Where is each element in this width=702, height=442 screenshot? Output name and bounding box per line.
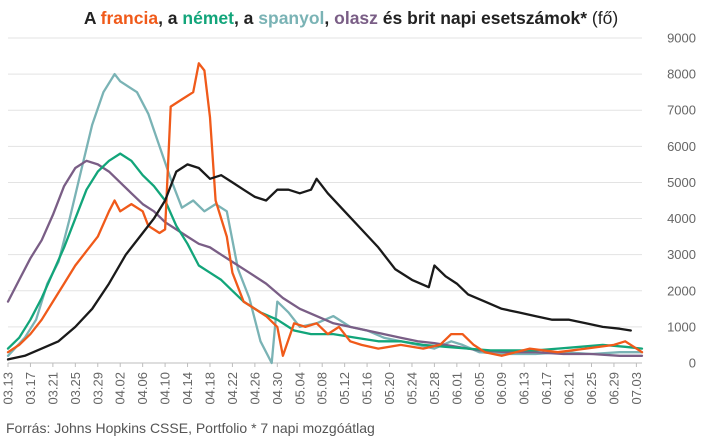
title-part: A — [83, 8, 101, 28]
x-tick-label: 03.21 — [45, 372, 60, 405]
x-tick-label: 05.24 — [404, 372, 419, 405]
x-tick-label: 06.01 — [449, 372, 464, 405]
title-unit: (fő) — [587, 8, 619, 28]
x-tick-label: 06.09 — [494, 372, 509, 405]
title-part: és — [377, 8, 408, 28]
series-line-spanyol — [6, 72, 644, 365]
y-tick-label: 4000 — [667, 211, 696, 226]
x-tick-label: 03.13 — [1, 372, 16, 405]
source-note: Forrás: Johns Hopkins CSSE, Portfolio * … — [6, 420, 375, 436]
x-tick-label: 04.18 — [202, 372, 217, 405]
series-lines — [6, 62, 644, 365]
y-tick-label: 6000 — [667, 139, 696, 154]
x-axis: 03.13 03.17 03.21 03.25 03.29 04.02 04.06 04.10… — [1, 363, 644, 405]
x-tick-label: 04.26 — [247, 372, 262, 405]
series-line-brit — [6, 163, 632, 361]
x-tick-label: 05.04 — [292, 372, 307, 405]
title-part: francia — [100, 8, 159, 28]
x-tick-label: 06.25 — [584, 372, 599, 405]
y-tick-label: 2000 — [667, 283, 696, 298]
x-tick-label: 04.14 — [180, 372, 195, 405]
x-tick-label: 05.20 — [382, 372, 397, 405]
title-part: spanyol — [258, 8, 325, 28]
y-tick-label: 5000 — [667, 175, 696, 190]
chart-title: A francia, a német, a spanyol, olasz és … — [0, 8, 702, 29]
y-tick-label: 1000 — [667, 319, 696, 334]
x-tick-label: 05.08 — [315, 372, 330, 405]
x-tick-label: 06.05 — [472, 372, 487, 405]
x-tick-label: 04.10 — [158, 372, 173, 405]
x-tick-label: 07.03 — [629, 372, 644, 405]
title-part: , — [324, 8, 335, 28]
x-tick-label: 04.30 — [270, 372, 285, 405]
y-axis: 0 1000 2000 3000 4000 5000 6000 7000 8000 9000 — [667, 31, 696, 371]
x-tick-label: 05.16 — [360, 372, 375, 405]
x-tick-label: 03.17 — [23, 372, 38, 405]
title-part: brit — [407, 8, 436, 28]
title-part: német — [182, 8, 234, 28]
x-tick-label: 06.21 — [562, 372, 577, 405]
y-tick-label: 7000 — [667, 103, 696, 118]
series-line-francia — [6, 62, 644, 357]
x-tick-label: 06.13 — [517, 372, 532, 405]
x-tick-label: 06.29 — [606, 372, 621, 405]
x-tick-label: 04.22 — [225, 372, 240, 405]
y-tick-label: 0 — [689, 356, 696, 371]
x-tick-label: 03.29 — [90, 372, 105, 405]
series-line-német — [6, 152, 644, 352]
x-tick-label: 03.25 — [68, 372, 83, 405]
y-tick-label: 3000 — [667, 247, 696, 262]
x-tick-label: 05.12 — [337, 372, 352, 405]
y-tick-label: 8000 — [667, 67, 696, 82]
y-tick-label: 9000 — [667, 31, 696, 46]
x-tick-label: 06.17 — [539, 372, 554, 405]
x-tick-label: 05.28 — [427, 372, 442, 405]
title-part: olasz — [334, 8, 378, 28]
gridlines — [8, 37, 642, 364]
title-part: , a — [233, 8, 259, 28]
title-part: , a — [158, 8, 183, 28]
title-part: napi esetszámok* — [435, 8, 588, 28]
x-tick-label: 04.06 — [135, 372, 150, 405]
x-tick-label: 04.02 — [113, 372, 128, 405]
